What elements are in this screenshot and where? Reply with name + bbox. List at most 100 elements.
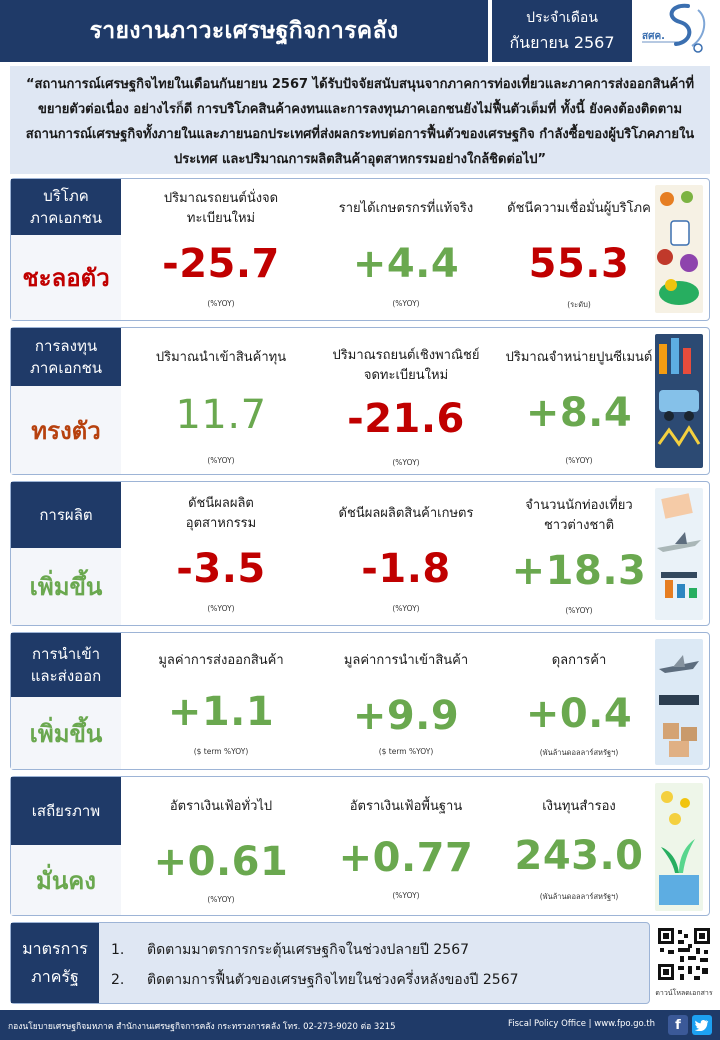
metric-label: ดัชนีความเชื่อมั่นผู้บริโภค	[489, 199, 669, 219]
metric-label: อัตราเงินเฟ้อพื้นฐาน	[316, 797, 496, 817]
twitter-icon[interactable]	[692, 1015, 712, 1035]
report-header: รายงานภาวะเศรษฐกิจการคลัง ประจำเดือน กัน…	[0, 0, 720, 62]
list-item-number: 1.	[111, 942, 125, 958]
trade-illustration	[655, 639, 703, 765]
metric-unit: (%YOY)	[565, 456, 593, 465]
stability-illustration	[655, 783, 703, 911]
category-heading: เสถียรภาพ	[11, 777, 121, 845]
metric-label-line-1: มูลค่าการส่งออกสินค้า	[158, 653, 284, 668]
metric-label-line-1: มูลค่าการนำเข้าสินค้า	[343, 653, 469, 668]
category-heading: การผลิต	[11, 482, 121, 548]
category-line-2: และส่งออก	[30, 667, 102, 685]
period-box: ประจำเดือน กันยายน 2567	[492, 0, 632, 62]
metric-value: +0.77	[338, 835, 474, 881]
metric-card: ปริมาณรถยนต์นั่งจด ทะเบียนใหม่ -25.7 (%Y…	[131, 179, 311, 320]
metric-value: 243.0	[514, 833, 644, 879]
status-text: มั่นคง	[36, 866, 96, 895]
section-stability: เสถียรภาพ มั่นคง อัตราเงินเฟ้อทั่วไป +0.…	[10, 776, 710, 916]
metric-unit: (%YOY)	[207, 604, 235, 613]
metric-value: +9.9	[352, 693, 460, 739]
metric-card: รายได้เกษตรกรที่แท้จริง +4.4 (%YOY)	[316, 179, 496, 320]
status-label: มั่นคง	[11, 845, 121, 915]
list-item-text: ติดตามการฟื้นตัวของเศรษฐกิจไทยในช่วงครึ่…	[147, 972, 519, 988]
metric-value: -3.5	[176, 546, 266, 592]
metric-card: เงินทุนสำรอง 243.0 (พันล้านดอลลาร์สหรัฐฯ…	[489, 777, 669, 915]
metric-label-line-1: ดัชนีผลผลิต	[188, 496, 254, 511]
metric-unit: (%YOY)	[207, 456, 235, 465]
metric-value: +18.3	[511, 548, 647, 594]
metric-label-line-2: ทะเบียนใหม่	[186, 211, 256, 226]
metric-value: -1.8	[361, 546, 451, 592]
metric-label-line-1: ปริมาณรถยนต์เชิงพาณิชย์	[332, 348, 480, 363]
metric-card: ดัชนีผลผลิตสินค้าเกษตร -1.8 (%YOY)	[316, 482, 496, 625]
investment-illustration	[655, 334, 703, 468]
metric-unit: (%YOY)	[207, 299, 235, 308]
production-illustration	[655, 488, 703, 620]
status-text: เพิ่มขึ้น	[29, 573, 103, 601]
facebook-icon[interactable]: f	[668, 1015, 688, 1035]
metric-card: มูลค่าการส่งออกสินค้า +1.1 ($ term %YOY)	[131, 633, 311, 769]
metric-label-line-1: ปริมาณรถยนต์นั่งจด	[163, 191, 279, 206]
metric-label: ดัชนีผลผลิตสินค้าเกษตร	[316, 504, 496, 524]
period-value: กันยายน 2567	[509, 32, 615, 52]
metric-card: อัตราเงินเฟ้อทั่วไป +0.61 (%YOY)	[131, 777, 311, 915]
metric-label: ปริมาณรถยนต์เชิงพาณิชย์ จดทะเบียนใหม่	[316, 346, 496, 386]
category-panel: การนำเข้า และส่งออก เพิ่มขึ้น	[11, 633, 121, 769]
metric-value: 11.7	[175, 392, 267, 438]
metric-label-line-2: ชาวต่างชาติ	[543, 518, 615, 533]
status-label: ชะลอตัว	[11, 235, 121, 320]
metric-label-line-1: จำนวนนักท่องเที่ยว	[525, 498, 633, 513]
metric-unit: (พันล้านดอลลาร์สหรัฐฯ)	[539, 892, 619, 901]
section-production: การผลิต เพิ่มขึ้น ดัชนีผลผลิต อุตสาหกรรม…	[10, 481, 710, 626]
metric-label-line-1: ดุลการค้า	[551, 653, 607, 668]
logo-text: สศค.	[642, 31, 665, 42]
metric-value: +1.1	[167, 689, 275, 735]
qr-code[interactable]	[656, 926, 712, 982]
metric-label: ปริมาณนำเข้าสินค้าทุน	[131, 348, 311, 368]
title-bar: รายงานภาวะเศรษฐกิจการคลัง	[0, 0, 490, 62]
metric-unit: (%YOY)	[392, 458, 420, 467]
metric-card: ปริมาณนำเข้าสินค้าทุน 11.7 (%YOY)	[131, 328, 311, 474]
list-item-number: 2.	[111, 972, 125, 988]
metric-label-line-1: ปริมาณจำหน่ายปูนซีเมนต์	[505, 350, 653, 365]
metric-label: เงินทุนสำรอง	[489, 797, 669, 817]
summary-quote: “สถานการณ์เศรษฐกิจไทยในเดือนกันยายน 2567…	[10, 66, 710, 174]
metric-value: +4.4	[352, 241, 460, 287]
measures-heading-line-2: ภาครัฐ	[31, 967, 79, 986]
section-private-consumption: บริโภค ภาคเอกชน ชะลอตัว ปริมาณรถยนต์นั่ง…	[10, 178, 710, 321]
category-line-1: การนำเข้า	[31, 645, 101, 663]
metric-card: ปริมาณรถยนต์เชิงพาณิชย์ จดทะเบียนใหม่ -2…	[316, 328, 496, 474]
measures-list: 1. ติดตามมาตรการกระตุ้นเศรษฐกิจในช่วงปลา…	[111, 935, 519, 995]
status-text: ชะลอตัว	[22, 264, 110, 292]
metric-label-line-1: อัตราเงินเฟ้อทั่วไป	[169, 799, 273, 814]
status-label: เพิ่มขึ้น	[11, 548, 121, 625]
metric-value: +8.4	[525, 390, 633, 436]
metric-card: มูลค่าการนำเข้าสินค้า +9.9 ($ term %YOY)	[316, 633, 496, 769]
metric-card: ดุลการค้า +0.4 (พันล้านดอลลาร์สหรัฐฯ)	[489, 633, 669, 769]
metric-unit: (%YOY)	[392, 299, 420, 308]
section-trade: การนำเข้า และส่งออก เพิ่มขึ้น มูลค่าการส…	[10, 632, 710, 770]
metric-card: ปริมาณจำหน่ายปูนซีเมนต์ +8.4 (%YOY)	[489, 328, 669, 474]
metric-value: -21.6	[347, 396, 465, 442]
metric-label-line-1: ดัชนีผลผลิตสินค้าเกษตร	[338, 506, 474, 521]
list-item: 2. ติดตามการฟื้นตัวของเศรษฐกิจไทยในช่วงค…	[111, 965, 519, 995]
metric-label-line-1: ปริมาณนำเข้าสินค้าทุน	[155, 350, 287, 365]
metric-unit: (%YOY)	[392, 604, 420, 613]
metric-label: มูลค่าการส่งออกสินค้า	[131, 651, 311, 671]
category-panel: การผลิต เพิ่มขึ้น	[11, 482, 121, 625]
government-measures: มาตรการ ภาครัฐ 1. ติดตามมาตรการกระตุ้นเศ…	[10, 922, 650, 1004]
fpo-logo: สศค.	[642, 3, 706, 53]
category-panel: เสถียรภาพ มั่นคง	[11, 777, 121, 915]
category-heading: การนำเข้า และส่งออก	[11, 633, 121, 697]
metric-unit: (%YOY)	[392, 891, 420, 900]
metric-label: ดัชนีผลผลิต อุตสาหกรรม	[131, 494, 311, 534]
measures-heading-line-1: มาตรการ	[22, 939, 88, 958]
metric-unit: (ระดับ)	[567, 300, 591, 309]
category-line-1: การผลิต	[39, 506, 93, 524]
footer-website-link[interactable]: Fiscal Policy Office | www.fpo.go.th	[508, 1019, 656, 1029]
metric-label-line-2: อุตสาหกรรม	[185, 516, 257, 531]
category-panel: บริโภค ภาคเอกชน ชะลอตัว	[11, 179, 121, 320]
metric-label-line-1: อัตราเงินเฟ้อพื้นฐาน	[349, 799, 463, 814]
metric-card: อัตราเงินเฟ้อพื้นฐาน +0.77 (%YOY)	[316, 777, 496, 915]
status-label: เพิ่มขึ้น	[11, 697, 121, 769]
